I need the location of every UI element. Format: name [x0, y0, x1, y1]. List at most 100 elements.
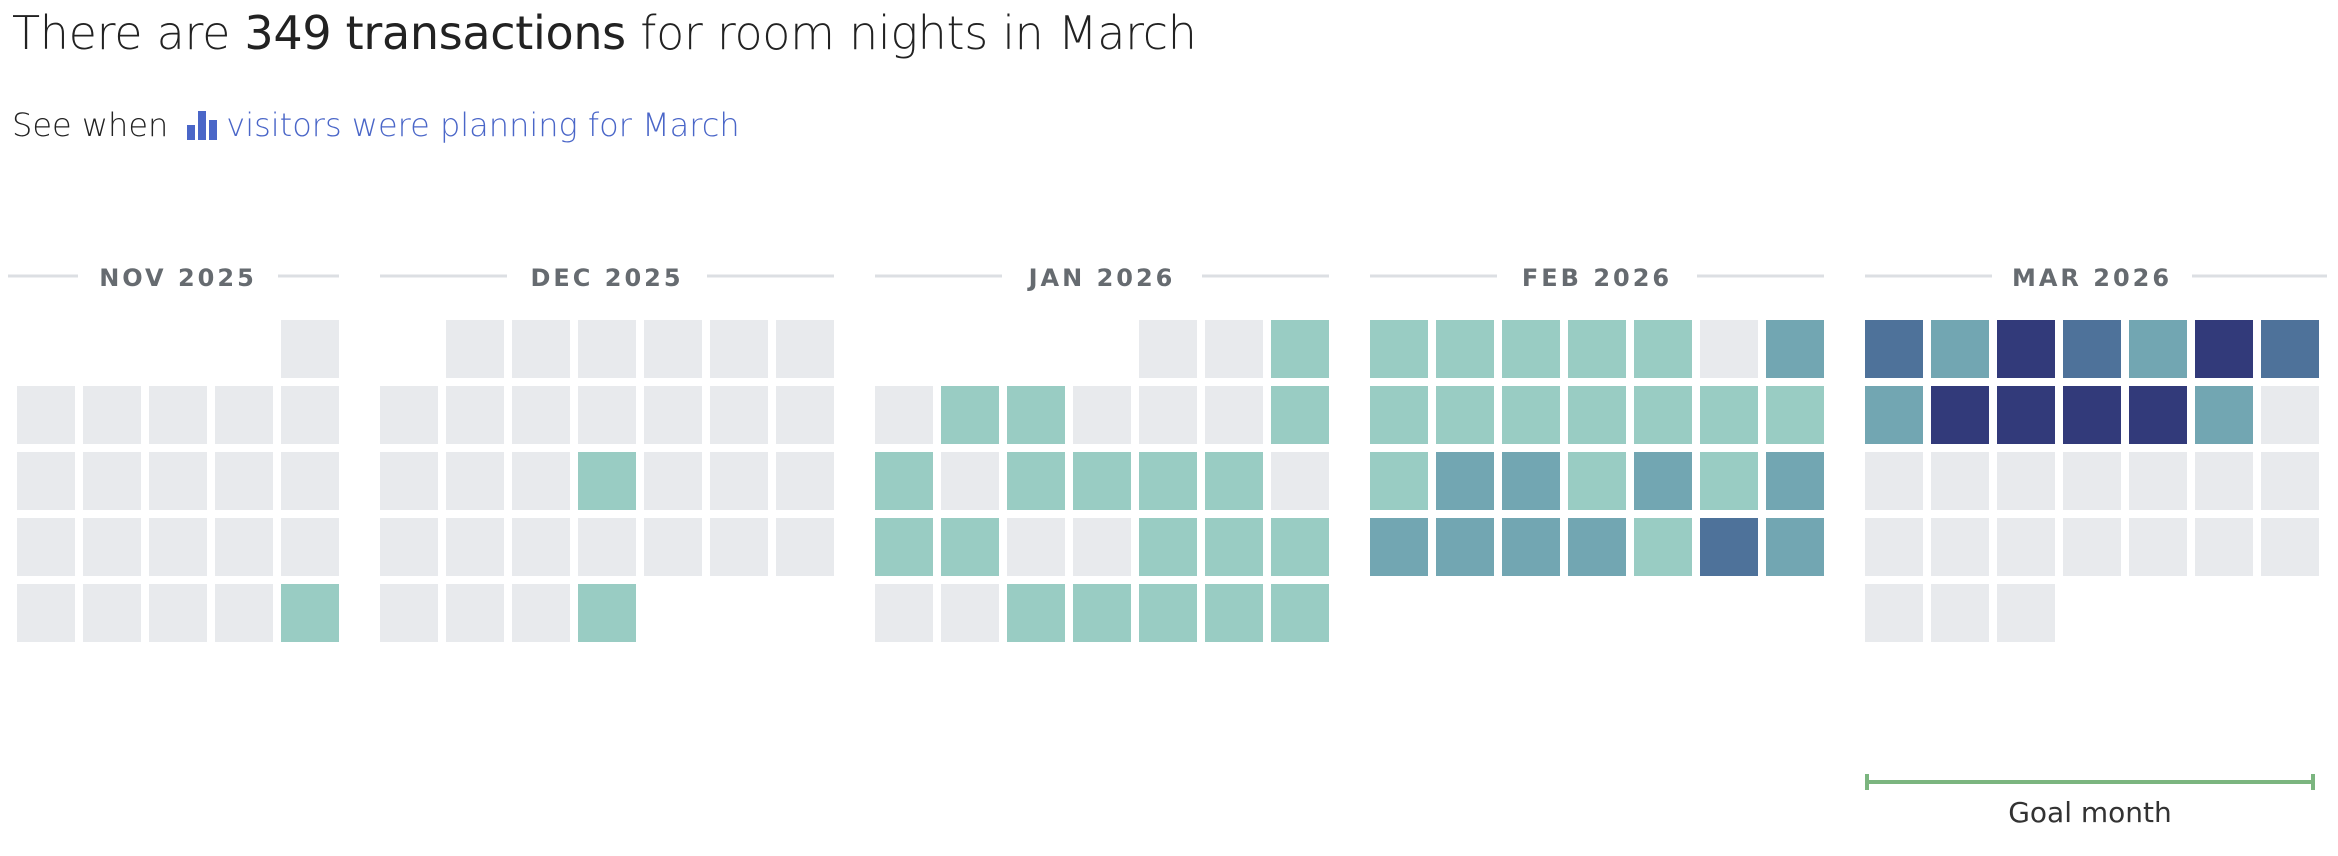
- day-cell[interactable]: [446, 386, 504, 444]
- day-cell[interactable]: [1007, 452, 1065, 510]
- day-cell[interactable]: [1931, 518, 1989, 576]
- day-cell[interactable]: [1073, 518, 1131, 576]
- day-cell[interactable]: [1139, 386, 1197, 444]
- day-cell[interactable]: [1370, 320, 1428, 378]
- day-cell[interactable]: [1634, 452, 1692, 510]
- day-cell[interactable]: [2261, 518, 2319, 576]
- day-cell[interactable]: [1205, 386, 1263, 444]
- day-cell[interactable]: [1007, 386, 1065, 444]
- day-cell[interactable]: [1370, 518, 1428, 576]
- day-cell[interactable]: [941, 584, 999, 642]
- day-cell[interactable]: [1370, 386, 1428, 444]
- day-cell[interactable]: [1502, 518, 1560, 576]
- day-cell[interactable]: [1700, 518, 1758, 576]
- day-cell[interactable]: [1436, 452, 1494, 510]
- day-cell[interactable]: [1502, 452, 1560, 510]
- day-cell[interactable]: [1568, 386, 1626, 444]
- day-cell[interactable]: [776, 452, 834, 510]
- day-cell[interactable]: [875, 518, 933, 576]
- day-cell[interactable]: [1370, 452, 1428, 510]
- day-cell[interactable]: [2261, 320, 2319, 378]
- planning-link-label[interactable]: visitors were planning for March: [226, 106, 740, 144]
- day-cell[interactable]: [1997, 386, 2055, 444]
- day-cell[interactable]: [710, 518, 768, 576]
- day-cell[interactable]: [1931, 386, 1989, 444]
- day-cell[interactable]: [512, 584, 570, 642]
- day-cell[interactable]: [1931, 452, 1989, 510]
- day-cell[interactable]: [446, 518, 504, 576]
- day-cell[interactable]: [1205, 518, 1263, 576]
- day-cell[interactable]: [1502, 320, 1560, 378]
- day-cell[interactable]: [2261, 452, 2319, 510]
- day-cell[interactable]: [215, 518, 273, 576]
- day-cell[interactable]: [1007, 518, 1065, 576]
- day-cell[interactable]: [1997, 518, 2055, 576]
- day-cell[interactable]: [941, 452, 999, 510]
- day-cell[interactable]: [2195, 518, 2253, 576]
- day-cell[interactable]: [380, 518, 438, 576]
- day-cell[interactable]: [2261, 386, 2319, 444]
- day-cell[interactable]: [1766, 452, 1824, 510]
- day-cell[interactable]: [1205, 452, 1263, 510]
- day-cell[interactable]: [1634, 320, 1692, 378]
- day-cell[interactable]: [2195, 386, 2253, 444]
- day-cell[interactable]: [446, 452, 504, 510]
- day-cell[interactable]: [2129, 452, 2187, 510]
- day-cell[interactable]: [578, 386, 636, 444]
- day-cell[interactable]: [83, 518, 141, 576]
- day-cell[interactable]: [83, 452, 141, 510]
- day-cell[interactable]: [1997, 584, 2055, 642]
- day-cell[interactable]: [83, 584, 141, 642]
- day-cell[interactable]: [710, 320, 768, 378]
- day-cell[interactable]: [512, 452, 570, 510]
- day-cell[interactable]: [644, 452, 702, 510]
- day-cell[interactable]: [17, 584, 75, 642]
- day-cell[interactable]: [1271, 518, 1329, 576]
- day-cell[interactable]: [1865, 584, 1923, 642]
- day-cell[interactable]: [83, 386, 141, 444]
- day-cell[interactable]: [1436, 518, 1494, 576]
- day-cell[interactable]: [941, 518, 999, 576]
- day-cell[interactable]: [941, 386, 999, 444]
- day-cell[interactable]: [644, 386, 702, 444]
- day-cell[interactable]: [1205, 320, 1263, 378]
- day-cell[interactable]: [446, 584, 504, 642]
- day-cell[interactable]: [380, 386, 438, 444]
- day-cell[interactable]: [875, 452, 933, 510]
- day-cell[interactable]: [2063, 452, 2121, 510]
- day-cell[interactable]: [1436, 386, 1494, 444]
- day-cell[interactable]: [578, 320, 636, 378]
- day-cell[interactable]: [2129, 320, 2187, 378]
- day-cell[interactable]: [875, 386, 933, 444]
- day-cell[interactable]: [644, 320, 702, 378]
- day-cell[interactable]: [578, 518, 636, 576]
- day-cell[interactable]: [1568, 320, 1626, 378]
- day-cell[interactable]: [1502, 386, 1560, 444]
- day-cell[interactable]: [149, 518, 207, 576]
- day-cell[interactable]: [1634, 386, 1692, 444]
- day-cell[interactable]: [1931, 584, 1989, 642]
- day-cell[interactable]: [578, 584, 636, 642]
- day-cell[interactable]: [1271, 320, 1329, 378]
- day-cell[interactable]: [1865, 452, 1923, 510]
- day-cell[interactable]: [776, 386, 834, 444]
- day-cell[interactable]: [1766, 518, 1824, 576]
- day-cell[interactable]: [2195, 452, 2253, 510]
- day-cell[interactable]: [1568, 452, 1626, 510]
- day-cell[interactable]: [281, 320, 339, 378]
- day-cell[interactable]: [644, 518, 702, 576]
- day-cell[interactable]: [1436, 320, 1494, 378]
- day-cell[interactable]: [2129, 518, 2187, 576]
- day-cell[interactable]: [1997, 452, 2055, 510]
- day-cell[interactable]: [2195, 320, 2253, 378]
- day-cell[interactable]: [1865, 320, 1923, 378]
- day-cell[interactable]: [1766, 386, 1824, 444]
- day-cell[interactable]: [149, 584, 207, 642]
- day-cell[interactable]: [1139, 452, 1197, 510]
- day-cell[interactable]: [1139, 518, 1197, 576]
- day-cell[interactable]: [2063, 518, 2121, 576]
- day-cell[interactable]: [149, 452, 207, 510]
- day-cell[interactable]: [215, 584, 273, 642]
- day-cell[interactable]: [776, 518, 834, 576]
- day-cell[interactable]: [512, 386, 570, 444]
